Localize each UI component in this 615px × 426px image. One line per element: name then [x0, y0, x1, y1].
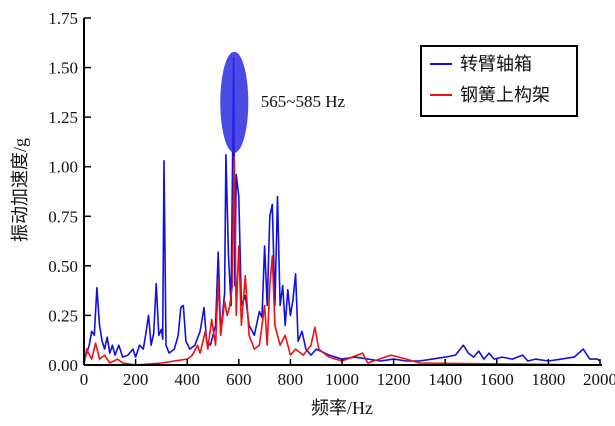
legend-label-axlebox: 转臂轴箱: [460, 54, 532, 74]
x-tick-label: 600: [226, 370, 252, 389]
x-tick-label: 2000: [583, 370, 615, 389]
x-tick-label: 1600: [480, 370, 514, 389]
y-tick-label: 1.00: [48, 158, 78, 177]
legend-label-frame: 钢簧上构架: [460, 85, 550, 105]
y-tick-label: 1.75: [48, 9, 78, 28]
y-tick-label: 0.00: [48, 356, 78, 375]
legend-box: [420, 45, 578, 117]
x-axis-label: 频率/Hz: [311, 398, 373, 418]
annotation-label: 565~585 Hz: [261, 92, 346, 111]
legend: 转臂轴箱 钢簧上构架: [420, 45, 578, 117]
y-tick-label: 1.50: [48, 59, 78, 78]
y-axis-label: 振动加速度/g: [10, 138, 30, 242]
y-tick-label: 0.25: [48, 306, 78, 325]
x-tick-label: 800: [278, 370, 304, 389]
x-tick-label: 1800: [531, 370, 565, 389]
y-tick-label: 0.75: [48, 207, 78, 226]
x-tick-label: 400: [174, 370, 200, 389]
axes: 0.00 0.25 0.50 0.75 1.00 1.25 1.50 1.75 0 200 400 6…: [48, 9, 615, 389]
x-tick-label: 1000: [325, 370, 359, 389]
y-tick-label: 1.25: [48, 108, 78, 127]
x-tick-label: 0: [80, 370, 89, 389]
y-tick-label: 0.50: [48, 257, 78, 276]
annotation-ellipse: [220, 51, 249, 153]
x-tick-label: 1200: [377, 370, 411, 389]
x-tick-label: 200: [123, 370, 149, 389]
x-tick-label: 1400: [428, 370, 462, 389]
